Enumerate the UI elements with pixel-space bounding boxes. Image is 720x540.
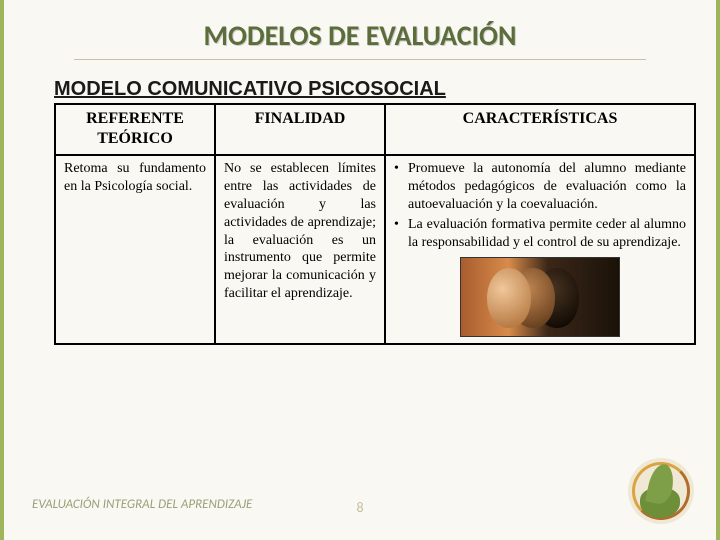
- col-header-referente: REFERENTE TEÓRICO: [55, 104, 215, 155]
- slide-container: MODELOS DE EVALUACIÓN MODELO COMUNICATIV…: [0, 0, 720, 540]
- col-header-caracteristicas: CARACTERÍSTICAS: [385, 104, 695, 155]
- cell-finalidad: No se establecen límites entre las activ…: [215, 155, 385, 345]
- institution-logo-icon: [628, 458, 694, 524]
- faces-profile-image: [460, 257, 620, 337]
- page-title: MODELOS DE EVALUACIÓN: [74, 18, 646, 60]
- cell-caracteristicas: Promueve la autonomía del alumno mediant…: [385, 155, 695, 345]
- list-item: Promueve la autonomía del alumno mediant…: [394, 160, 686, 214]
- list-item: La evaluación formativa permite ceder al…: [394, 216, 686, 252]
- model-table: REFERENTE TEÓRICO FINALIDAD CARACTERÍSTI…: [54, 103, 696, 345]
- footer-caption: EVALUACIÓN INTEGRAL DEL APRENDIZAJE: [32, 497, 252, 512]
- table-header-row: REFERENTE TEÓRICO FINALIDAD CARACTERÍSTI…: [55, 104, 695, 155]
- cell-referente: Retoma su fundamento en la Psicología so…: [55, 155, 215, 345]
- section-subtitle: MODELO COMUNICATIVO PSICOSOCIAL: [54, 78, 666, 101]
- page-number: 8: [356, 499, 363, 516]
- col-header-finalidad: FINALIDAD: [215, 104, 385, 155]
- table-row: Retoma su fundamento en la Psicología so…: [55, 155, 695, 345]
- caracteristicas-list: Promueve la autonomía del alumno mediant…: [394, 160, 686, 252]
